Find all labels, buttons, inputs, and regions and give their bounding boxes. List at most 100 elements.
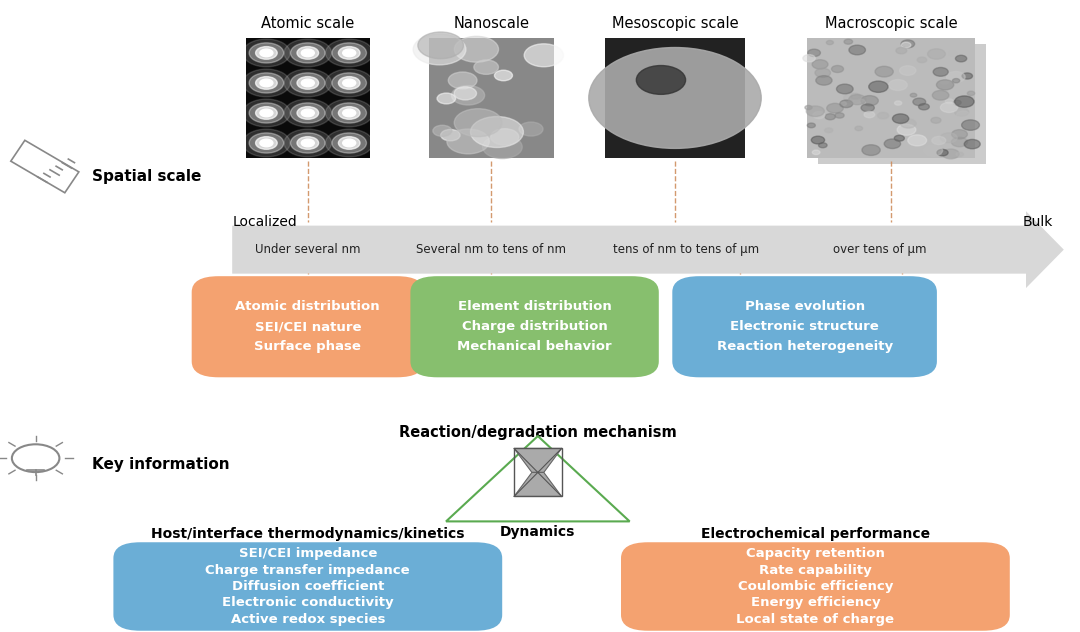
Circle shape — [913, 98, 926, 106]
FancyBboxPatch shape — [192, 276, 423, 377]
FancyBboxPatch shape — [430, 38, 554, 158]
FancyBboxPatch shape — [410, 276, 659, 377]
Circle shape — [812, 59, 828, 69]
Circle shape — [864, 111, 875, 118]
Circle shape — [837, 84, 853, 94]
Text: Electrochemical performance: Electrochemical performance — [701, 527, 930, 541]
Circle shape — [636, 66, 686, 94]
Circle shape — [297, 47, 319, 59]
Circle shape — [338, 107, 360, 119]
Circle shape — [808, 49, 821, 56]
Text: Localized: Localized — [232, 216, 297, 229]
Circle shape — [454, 87, 476, 100]
Circle shape — [441, 130, 460, 141]
Polygon shape — [514, 473, 562, 497]
Circle shape — [861, 95, 878, 106]
Polygon shape — [232, 211, 1064, 288]
Circle shape — [448, 72, 477, 89]
Circle shape — [815, 76, 832, 85]
FancyBboxPatch shape — [672, 276, 937, 377]
Circle shape — [868, 81, 888, 92]
Circle shape — [839, 102, 847, 106]
Text: Host/interface thermodynamics/kinetics: Host/interface thermodynamics/kinetics — [151, 527, 464, 541]
Text: Atomic distribution: Atomic distribution — [235, 300, 380, 313]
Circle shape — [589, 47, 761, 149]
Circle shape — [852, 99, 865, 106]
Circle shape — [902, 42, 910, 48]
Circle shape — [451, 85, 485, 105]
Circle shape — [260, 79, 273, 87]
FancyBboxPatch shape — [807, 38, 974, 158]
Circle shape — [342, 79, 355, 87]
FancyBboxPatch shape — [605, 38, 745, 158]
Text: Reaction/degradation mechanism: Reaction/degradation mechanism — [399, 425, 677, 441]
Text: Active redox species: Active redox species — [230, 613, 386, 626]
Circle shape — [338, 137, 360, 149]
Circle shape — [807, 123, 815, 128]
Text: Charge distribution: Charge distribution — [462, 320, 607, 333]
Circle shape — [825, 128, 833, 133]
Circle shape — [937, 149, 948, 156]
Circle shape — [291, 133, 325, 153]
Circle shape — [953, 78, 960, 83]
Text: SEI/CEI impedance: SEI/CEI impedance — [239, 547, 377, 560]
Circle shape — [901, 119, 916, 128]
Circle shape — [284, 39, 332, 67]
Text: Diffusion coefficient: Diffusion coefficient — [231, 580, 384, 593]
Circle shape — [875, 66, 893, 77]
Circle shape — [917, 57, 927, 63]
Polygon shape — [514, 449, 562, 473]
Text: Rate capability: Rate capability — [759, 564, 872, 576]
Circle shape — [284, 129, 332, 157]
Circle shape — [957, 111, 970, 119]
Circle shape — [297, 137, 319, 149]
Circle shape — [243, 39, 291, 67]
Circle shape — [877, 112, 889, 119]
Circle shape — [414, 34, 465, 65]
Circle shape — [812, 150, 820, 155]
Text: Mechanical behavior: Mechanical behavior — [457, 341, 612, 353]
Circle shape — [813, 112, 825, 119]
Text: Energy efficiency: Energy efficiency — [751, 597, 880, 609]
Circle shape — [338, 76, 360, 89]
Circle shape — [855, 126, 863, 131]
FancyBboxPatch shape — [621, 542, 1010, 631]
Circle shape — [945, 99, 954, 104]
Text: Phase evolution: Phase evolution — [744, 300, 865, 313]
Circle shape — [297, 107, 319, 119]
Circle shape — [342, 49, 355, 57]
Circle shape — [455, 109, 502, 137]
Circle shape — [956, 55, 967, 62]
Circle shape — [901, 40, 915, 48]
Circle shape — [342, 139, 355, 147]
Circle shape — [885, 139, 901, 149]
Circle shape — [805, 106, 812, 109]
Circle shape — [243, 69, 291, 97]
Text: Nanoscale: Nanoscale — [454, 16, 529, 31]
Circle shape — [825, 114, 836, 120]
Circle shape — [851, 94, 861, 99]
Circle shape — [892, 114, 908, 123]
Circle shape — [832, 66, 843, 73]
Circle shape — [243, 129, 291, 157]
FancyBboxPatch shape — [819, 44, 986, 164]
Circle shape — [961, 120, 980, 130]
Circle shape — [519, 122, 543, 136]
Circle shape — [260, 139, 273, 147]
Circle shape — [256, 137, 278, 149]
Circle shape — [811, 136, 825, 144]
Circle shape — [291, 103, 325, 123]
Circle shape — [433, 125, 451, 137]
Circle shape — [932, 137, 946, 145]
Circle shape — [931, 118, 941, 123]
Circle shape — [437, 93, 456, 104]
Text: Macroscopic scale: Macroscopic scale — [825, 16, 957, 31]
Circle shape — [483, 135, 523, 159]
Circle shape — [802, 54, 815, 62]
Circle shape — [928, 49, 945, 59]
Text: Electronic conductivity: Electronic conductivity — [222, 597, 393, 609]
Text: SEI/CEI nature: SEI/CEI nature — [255, 320, 361, 333]
Circle shape — [297, 76, 319, 89]
Text: Spatial scale: Spatial scale — [92, 169, 201, 185]
Circle shape — [827, 104, 843, 113]
